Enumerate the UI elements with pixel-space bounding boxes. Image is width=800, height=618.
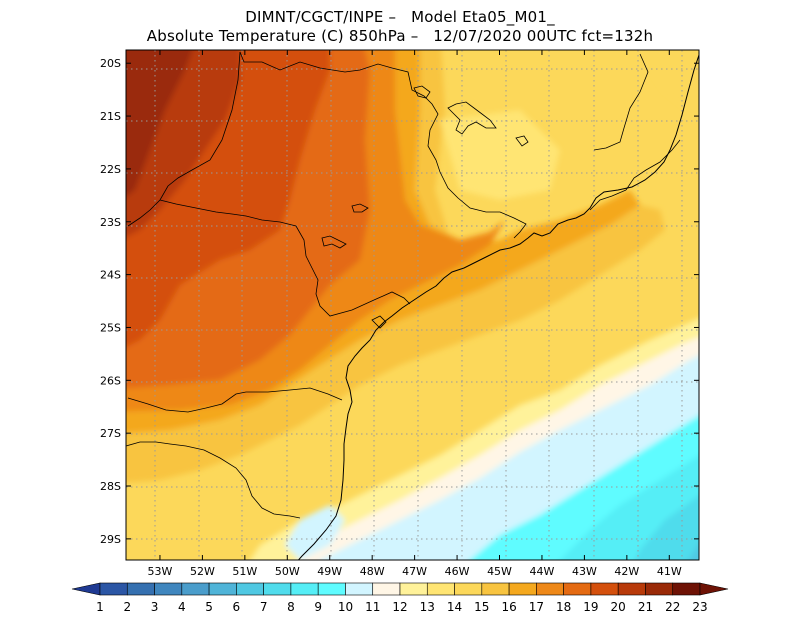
longitude-axis: 53W 52W 51W 50W 49W 48W 47W 46W 45W 44W 43W 42W 41W: [148, 50, 682, 578]
lon-tick-label: 42W: [614, 565, 639, 578]
colorbar-swatch: [536, 582, 564, 596]
colorbar-label: 15: [474, 600, 489, 614]
lat-tick-label: 29S: [100, 533, 121, 546]
colorbar-label: 3: [151, 600, 159, 614]
coastline: [297, 53, 699, 560]
colorbar-swatch: [372, 582, 401, 596]
colorbar-label: 12: [392, 600, 407, 614]
lat-tick-label: 26S: [100, 374, 121, 387]
lon-tick-label: 53W: [148, 565, 173, 578]
colorbar-swatch: [181, 582, 210, 596]
colorbar-swatch: [208, 582, 237, 596]
lon-tick-label: 50W: [275, 565, 300, 578]
colorbar-label: 10: [338, 600, 353, 614]
colorbar-swatch: [345, 582, 374, 596]
lat-tick-label: 28S: [100, 480, 121, 493]
lat-tick-label: 25S: [100, 321, 121, 334]
lon-tick-label: 43W: [572, 565, 597, 578]
lat-tick-label: 23S: [100, 216, 121, 229]
colorbar-label: 8: [287, 600, 295, 614]
lat-tick-label: 24S: [100, 269, 121, 282]
lat-tick-label: 20S: [100, 57, 121, 70]
lon-tick-label: 48W: [360, 565, 385, 578]
colorbar-label: 13: [420, 600, 435, 614]
colorbar-label: 5: [205, 600, 213, 614]
colorbar-label: 16: [501, 600, 516, 614]
colorbar-swatch: [563, 582, 592, 596]
colorbar-label: 7: [260, 600, 268, 614]
state-borders: [126, 51, 681, 519]
map-frame: [125, 49, 700, 561]
colorbar-label: 4: [178, 600, 186, 614]
colorbar-swatch: [672, 582, 701, 596]
lat-tick-label: 21S: [100, 110, 121, 123]
colorbar: 1 2 3 4 5 6 7 8 9 10 11 12 13 14 15 16 17 18 19 20 21 22 23: [71, 582, 729, 614]
lon-tick-label: 44W: [530, 565, 555, 578]
colorbar-arrow-low: [71, 582, 101, 596]
colorbar-swatch: [236, 582, 264, 596]
colorbar-label: 20: [611, 600, 626, 614]
map-subtitle: Absolute Temperature (C) 850hPa – 12/07/…: [146, 27, 654, 45]
temperature-field: [126, 50, 699, 560]
colorbar-label: 23: [692, 600, 707, 614]
colorbar-swatch: [263, 582, 292, 596]
colorbar-swatch: [99, 582, 128, 596]
colorbar-swatch: [154, 582, 183, 596]
colorbar-label: 11: [365, 600, 380, 614]
colorbar-label: 6: [233, 600, 241, 614]
colorbar-label: 1: [96, 600, 104, 614]
lat-tick-label: 22S: [100, 163, 121, 176]
lon-tick-label: 41W: [657, 565, 682, 578]
colorbar-arrow-high: [699, 582, 729, 596]
lon-tick-label: 45W: [487, 565, 512, 578]
colorbar-swatch: [508, 582, 537, 596]
grid-lines: [126, 50, 699, 560]
colorbar-swatch: [317, 582, 346, 596]
lon-tick-label: 49W: [317, 565, 342, 578]
lon-tick-label: 52W: [190, 565, 215, 578]
colorbar-swatch: [645, 582, 674, 596]
reservoirs: [321, 85, 529, 329]
latitude-axis: 20S 21S 22S 23S 24S 25S 26S 27S 28S 29S: [100, 57, 699, 546]
colorbar-label: 14: [447, 600, 462, 614]
colorbar-swatch: [590, 582, 619, 596]
colorbar-label: 17: [529, 600, 544, 614]
colorbar-label: 9: [314, 600, 322, 614]
colorbar-swatch: [617, 582, 646, 596]
colorbar-swatch: [426, 582, 455, 596]
map-title: DIMNT/CGCT/INPE – Model Eta05_M01_: [245, 8, 555, 26]
colorbar-swatch: [290, 582, 319, 596]
colorbar-label: 21: [638, 600, 653, 614]
colorbar-label: 22: [665, 600, 680, 614]
colorbar-label: 2: [123, 600, 131, 614]
colorbar-swatch: [399, 582, 428, 596]
colorbar-label: 19: [583, 600, 598, 614]
lon-tick-label: 47W: [402, 565, 427, 578]
lon-tick-label: 46W: [445, 565, 470, 578]
colorbar-swatch: [454, 582, 483, 596]
colorbar-swatch: [481, 582, 510, 596]
lat-tick-label: 27S: [100, 427, 121, 440]
colorbar-label: 18: [556, 600, 571, 614]
colorbar-swatch: [126, 582, 155, 596]
lon-tick-label: 51W: [232, 565, 257, 578]
